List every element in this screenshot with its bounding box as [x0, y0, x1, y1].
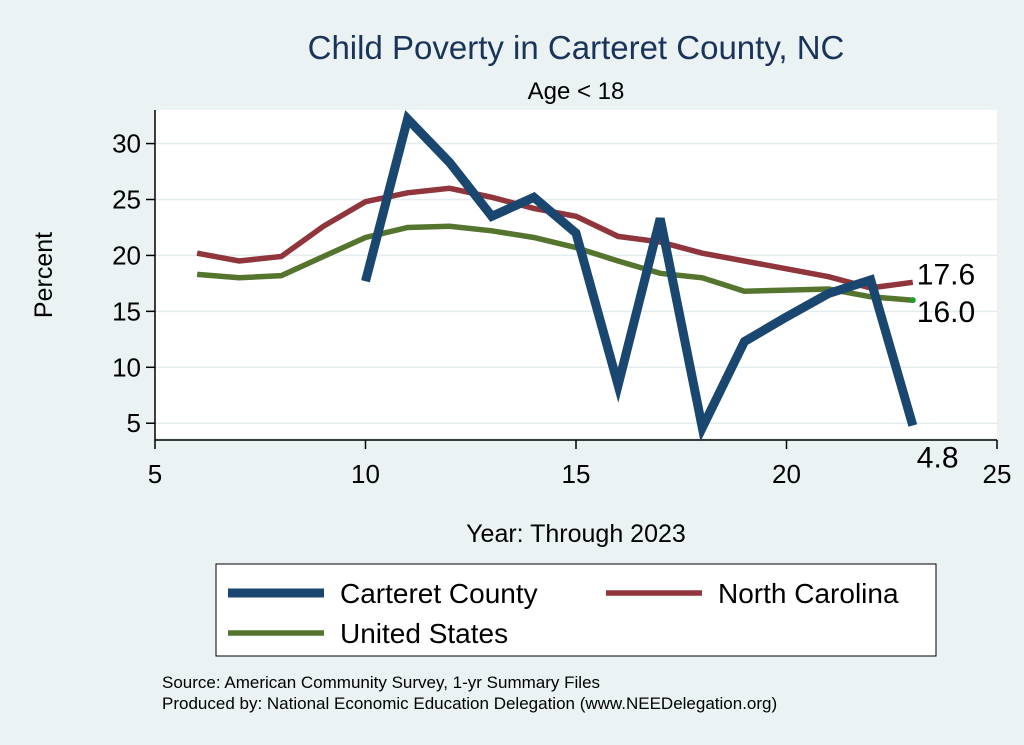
series-line-united-states — [196, 223, 914, 303]
y-axis-ticks: 5 10 15 20 25 30 — [112, 129, 155, 438]
x-tick-label-0: 5 — [148, 459, 162, 489]
series-line-carteret-county — [361, 109, 918, 442]
x-axis-label: Year: Through 2023 — [466, 520, 686, 548]
plot-area — [155, 110, 997, 438]
legend-label-carteret-county: Carteret County — [340, 578, 538, 609]
chart-title: Child Poverty in Carteret County, NC — [308, 29, 845, 66]
end-label-united-states: 16.0 — [917, 296, 975, 329]
y-axis-label: Percent — [30, 232, 58, 318]
x-axis-ticks: 5 10 15 20 25 — [148, 440, 1012, 489]
series-lines — [196, 109, 918, 442]
y-tick-label-5: 30 — [112, 129, 141, 159]
legend: Carteret County North Carolina United Stat… — [228, 578, 899, 649]
end-label-carteret-county: 4.8 — [917, 441, 959, 474]
end-labels: 4.8 17.6 16.0 — [909, 258, 975, 474]
x-tick-label-1: 10 — [351, 459, 380, 489]
source-note: Source: American Community Survey, 1-yr … — [162, 673, 600, 692]
y-tick-label-1: 10 — [112, 352, 141, 382]
x-tick-label-2: 15 — [562, 459, 591, 489]
y-tick-label-0: 5 — [127, 408, 141, 438]
end-point-united-states — [909, 297, 916, 304]
chart-subtitle: Age < 18 — [528, 78, 625, 105]
end-label-north-carolina: 17.6 — [917, 258, 975, 291]
x-tick-label-4: 25 — [983, 459, 1012, 489]
legend-label-north-carolina: North Carolina — [718, 578, 899, 609]
y-tick-label-3: 20 — [112, 240, 141, 270]
gridlines — [155, 142, 997, 424]
legend-box — [215, 563, 937, 657]
y-tick-label-4: 25 — [112, 184, 141, 214]
legend-label-united-states: United States — [340, 618, 508, 649]
produced-by-note: Produced by: National Economic Education… — [162, 694, 777, 713]
x-tick-label-3: 20 — [772, 459, 801, 489]
y-tick-label-2: 15 — [112, 296, 141, 326]
